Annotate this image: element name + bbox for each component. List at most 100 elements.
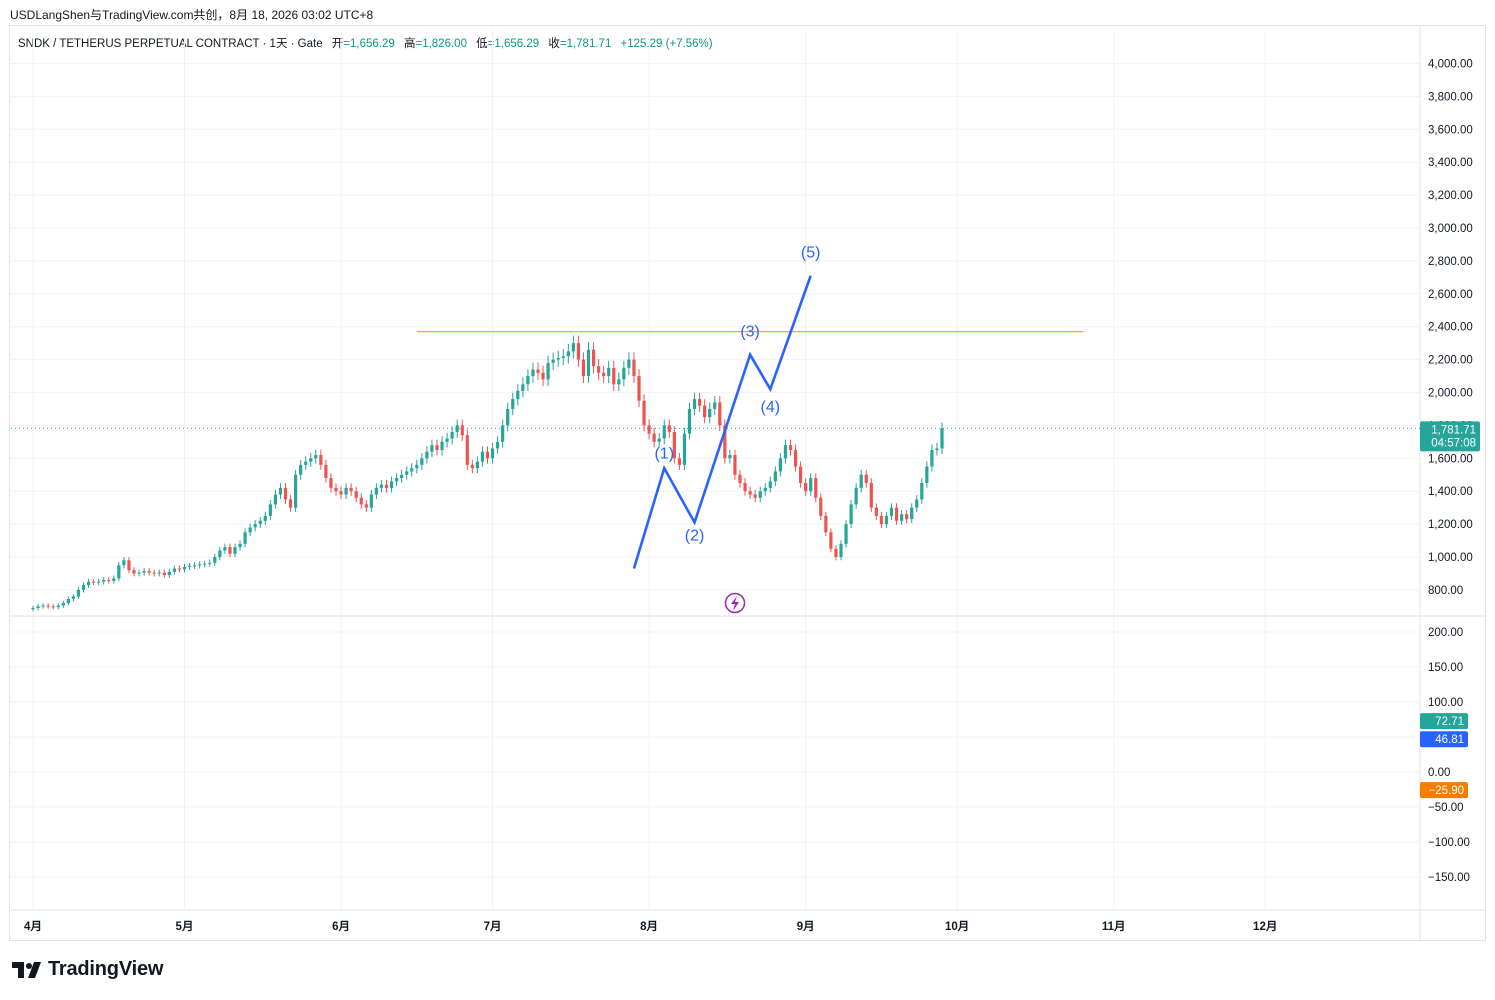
candle-body [940, 428, 944, 449]
candle-body [46, 605, 50, 607]
x-tick-label: 10月 [945, 920, 969, 933]
candle-body [551, 359, 555, 363]
candle-body [455, 425, 459, 432]
candle-body [516, 390, 520, 400]
candle-body [349, 487, 353, 492]
candle-body [258, 520, 262, 525]
y-tick-label: 2,600.00 [1428, 289, 1473, 301]
y-tick-label: 3,000.00 [1428, 223, 1473, 235]
high-label: 高 [403, 38, 416, 50]
candle-body [743, 482, 747, 492]
x-tick-label: 7月 [484, 920, 502, 933]
candle-body [622, 367, 626, 380]
candle-body [238, 543, 242, 548]
indicator-badge-bg [1420, 731, 1468, 748]
open-label: 开 [331, 38, 344, 50]
y-tick-label: 1,200.00 [1428, 519, 1473, 531]
candle-body [198, 564, 202, 566]
candle-body [819, 497, 823, 516]
indicator-badge-bg [1420, 782, 1468, 799]
candle-body [910, 507, 914, 520]
tradingview-logo[interactable]: TradingView [12, 958, 163, 981]
candle-body [511, 399, 515, 409]
candle-body [662, 425, 666, 439]
last-price-value: 1,781.71 [1431, 424, 1476, 436]
indicator-y-tick-label: −100.00 [1428, 837, 1470, 849]
candle-body [142, 570, 146, 573]
candle-body [359, 497, 363, 505]
candle-body [319, 455, 323, 465]
candle-body [874, 507, 878, 516]
candle-body [384, 484, 389, 488]
indicator-y-tick-label: −150.00 [1428, 872, 1470, 884]
indicator-y-tick-label: 200.00 [1428, 627, 1463, 639]
change-value: +125.29 (+7.56%) [620, 38, 713, 50]
candle-body [713, 402, 717, 409]
candle-body [157, 572, 161, 574]
indicator-y-tick-label: 0.00 [1428, 767, 1450, 779]
candle-body [576, 343, 580, 360]
candle-body [566, 351, 570, 357]
candle-body [607, 367, 611, 377]
candle-body [233, 547, 237, 554]
candle-body [506, 408, 510, 426]
candle-body [905, 514, 909, 520]
candle-body [799, 466, 803, 483]
candle-body [369, 494, 373, 508]
candle-body [395, 478, 399, 482]
candle-body [612, 367, 616, 385]
candle-body [460, 425, 464, 436]
x-tick-label: 5月 [176, 920, 194, 933]
candle-body [374, 487, 378, 495]
candle-body [66, 598, 70, 604]
candle-body [753, 494, 757, 498]
candle-body [329, 478, 333, 488]
candle-body [36, 606, 40, 608]
wave-label: (2) [685, 528, 705, 545]
symbol-header: SNDK / TETHERUS PERPETUAL CONTRACT · 1天 … [18, 35, 713, 51]
candle-body [278, 487, 283, 495]
candle-body [541, 372, 545, 380]
candle-body [703, 405, 707, 418]
candle-body [450, 431, 454, 439]
indicator-badge-value: −25.90 [1429, 785, 1465, 797]
candle-body [147, 570, 151, 573]
candle-body [268, 504, 272, 516]
lightning-bolt-icon [731, 596, 739, 611]
wave-label: (5) [801, 245, 821, 262]
candle-body [839, 543, 843, 557]
candle-body [71, 596, 75, 599]
candle-body [299, 464, 303, 475]
candle-body [177, 568, 182, 570]
candle-body [132, 570, 136, 574]
candle-body [480, 451, 485, 462]
candle-body [470, 464, 474, 469]
candle-body [783, 445, 788, 459]
candle-body [647, 425, 651, 434]
candle-body [854, 487, 858, 505]
candle-body [561, 356, 565, 358]
indicator-y-tick-label: 150.00 [1428, 662, 1463, 674]
candle-body [294, 474, 298, 508]
candle-body [379, 484, 384, 488]
x-tick-label: 6月 [332, 920, 350, 933]
candle-body [112, 578, 116, 581]
candle-body [778, 458, 782, 472]
candle-body [152, 572, 156, 574]
candle-body [490, 448, 495, 459]
candle-body [107, 580, 111, 582]
candle-body [556, 357, 560, 360]
candle-body [208, 562, 212, 564]
candle-body [531, 369, 535, 377]
candle-body [869, 482, 873, 508]
candle-body [687, 408, 692, 434]
candle-body [61, 603, 65, 606]
candle-body [97, 581, 101, 583]
candle-body [879, 515, 883, 525]
candles-group [31, 335, 944, 612]
candle-body [137, 572, 141, 574]
candle-body [884, 515, 889, 525]
indicator-badge-bg [1420, 713, 1468, 730]
